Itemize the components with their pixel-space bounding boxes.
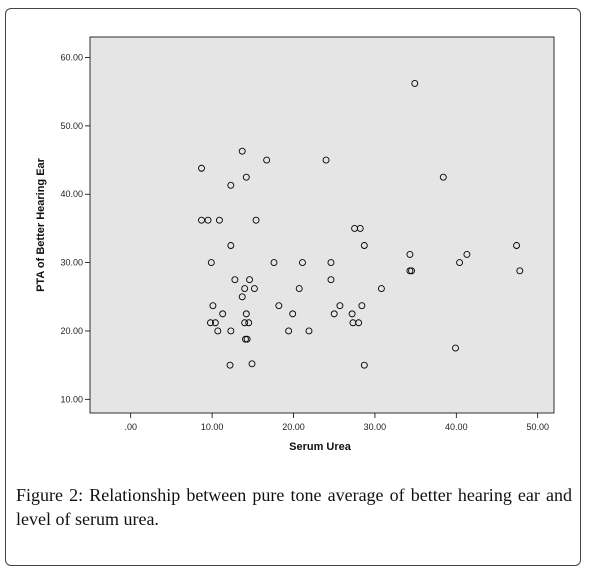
data-point <box>215 216 223 224</box>
data-point <box>275 302 283 310</box>
y-axis-label: PTA of Better Hearing Ear <box>35 157 47 292</box>
data-point <box>241 285 249 293</box>
data-point <box>248 360 256 368</box>
data-point <box>227 327 235 335</box>
figure-caption: Figure 2: Relationship between pure tone… <box>16 483 572 531</box>
data-point <box>198 164 205 172</box>
caption-text: Relationship between pure tone average o… <box>16 485 572 529</box>
data-points <box>198 80 524 369</box>
data-point <box>439 173 447 181</box>
plot-area <box>89 36 555 414</box>
data-point <box>250 285 258 293</box>
x-tick-label: 20.00 <box>282 422 305 432</box>
data-point <box>285 327 293 335</box>
data-point <box>270 259 278 267</box>
data-point <box>252 216 260 224</box>
y-axis: 10.00 20.00 30.00 40.00 50.00 60.00 <box>60 53 90 404</box>
data-point <box>226 361 234 369</box>
x-axis: .00 10.00 20.00 30.00 40.00 50.00 <box>124 413 549 432</box>
x-tick-label: 50.00 <box>526 422 549 432</box>
data-point <box>207 259 215 267</box>
data-point <box>463 250 471 258</box>
scatter-chart: 10.00 20.00 30.00 40.00 50.00 60.00 .00 10.00 2… <box>35 36 555 453</box>
data-point <box>299 259 306 267</box>
data-point <box>348 310 356 318</box>
x-axis-label: Serum Urea <box>289 441 352 453</box>
data-point <box>219 310 227 318</box>
data-point <box>207 319 214 327</box>
y-tick-label: 10.00 <box>60 394 83 404</box>
data-point <box>245 319 253 327</box>
data-point <box>242 173 250 181</box>
data-point <box>377 285 385 293</box>
data-point <box>358 302 366 310</box>
data-point <box>204 216 212 224</box>
data-point <box>408 267 415 275</box>
data-point <box>327 259 335 267</box>
data-point <box>513 242 521 249</box>
data-point <box>411 80 419 87</box>
data-point <box>231 276 239 284</box>
data-point <box>322 156 330 164</box>
data-point <box>360 361 368 369</box>
data-point <box>295 285 303 293</box>
x-tick-label: 40.00 <box>445 422 468 432</box>
data-point <box>242 310 250 318</box>
data-point <box>238 147 246 155</box>
data-point <box>406 250 414 258</box>
y-tick-label: 30.00 <box>60 258 83 268</box>
data-point <box>198 216 205 224</box>
data-point <box>516 267 524 275</box>
data-point <box>330 310 338 318</box>
data-point <box>360 242 368 249</box>
data-point <box>241 319 249 327</box>
figure-label: Figure 2: <box>16 485 84 505</box>
data-point <box>305 327 313 335</box>
data-point <box>289 310 297 318</box>
data-point <box>246 276 254 284</box>
data-point <box>243 335 251 343</box>
data-point <box>336 302 344 310</box>
data-point <box>456 259 464 267</box>
y-tick-label: 60.00 <box>60 53 83 63</box>
y-tick-label: 40.00 <box>60 189 83 199</box>
x-tick-label: 10.00 <box>201 422 224 432</box>
x-tick-label: .00 <box>124 422 137 432</box>
data-point <box>238 293 246 301</box>
data-point <box>263 156 271 164</box>
data-point <box>327 276 335 284</box>
x-tick-label: 30.00 <box>364 422 387 432</box>
data-point <box>356 224 364 232</box>
data-point <box>227 242 235 249</box>
data-point <box>211 319 219 327</box>
y-tick-label: 50.00 <box>60 121 83 131</box>
data-point <box>355 319 363 327</box>
data-point <box>452 344 459 352</box>
data-point <box>209 302 217 310</box>
data-point <box>227 181 235 189</box>
data-point <box>214 327 222 335</box>
y-tick-label: 20.00 <box>60 326 83 336</box>
